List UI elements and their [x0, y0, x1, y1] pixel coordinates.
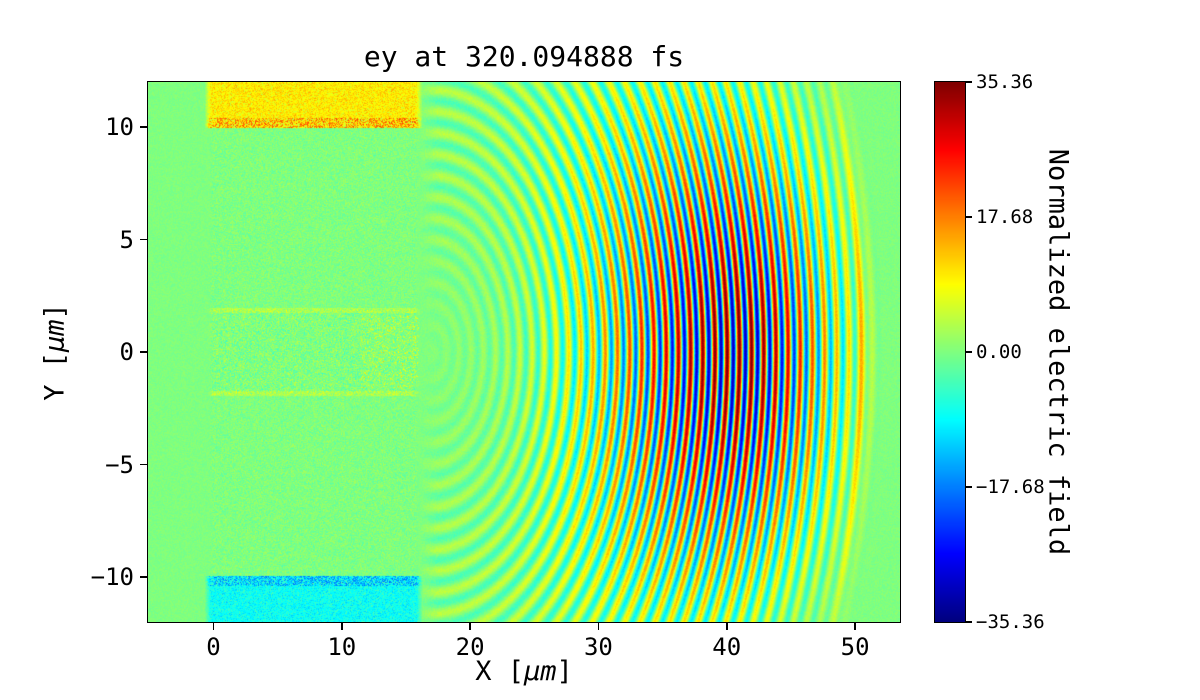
y-tick-mark — [140, 576, 147, 578]
colorbar-tick-label: 0.00 — [976, 341, 1022, 363]
x-tick-mark — [854, 623, 856, 630]
y-tick-mark — [140, 463, 147, 466]
x-axis-label-text: X [ — [475, 656, 524, 687]
colorbar-tick-label: 35.36 — [976, 71, 1034, 93]
y-tick-label: −10 — [90, 563, 134, 591]
x-tick-label: 10 — [327, 633, 357, 661]
colorbar-tick-mark — [966, 486, 972, 488]
x-tick-mark — [597, 623, 600, 630]
colorbar-tick-label: 17.68 — [976, 206, 1034, 228]
x-tick-label: 40 — [712, 633, 742, 661]
y-tick-label: −5 — [105, 450, 134, 479]
colorbar-tick-label: −17.68 — [976, 476, 1045, 498]
y-tick-mark — [140, 351, 147, 353]
x-tick-label: 50 — [840, 633, 870, 661]
x-tick-mark — [726, 623, 728, 630]
x-tick-mark — [341, 623, 343, 630]
y-tick-label: 0 — [119, 338, 134, 366]
colorbar-canvas — [935, 82, 965, 622]
y-axis-label-text-end: ] — [39, 303, 71, 320]
colorbar-tick-mark — [966, 81, 972, 83]
figure-title: ey at 320.094888 fs — [363, 40, 685, 73]
colorbar-tick-mark — [966, 216, 972, 218]
x-tick-label: 20 — [455, 633, 485, 661]
heatmap-canvas — [148, 82, 900, 622]
x-axis-label-unit: μm — [524, 656, 557, 687]
colorbar-tick-mark — [966, 351, 972, 353]
colorbar-tick-label: −35.36 — [976, 611, 1045, 633]
x-axis-label: X [μm] — [148, 656, 900, 687]
colorbar-tick-mark — [966, 621, 972, 623]
x-tick-label: 0 — [206, 633, 221, 661]
y-tick-mark — [140, 126, 147, 128]
x-tick-mark — [212, 623, 215, 630]
x-tick-mark — [469, 623, 471, 630]
y-tick-mark — [140, 238, 147, 241]
colorbar — [934, 81, 966, 623]
x-axis-label-text-end: ] — [556, 656, 573, 687]
y-tick-label: 5 — [119, 225, 134, 254]
x-tick-label: 30 — [583, 633, 613, 661]
y-tick-label: 10 — [105, 113, 134, 141]
heatmap-plot-area — [147, 81, 901, 623]
